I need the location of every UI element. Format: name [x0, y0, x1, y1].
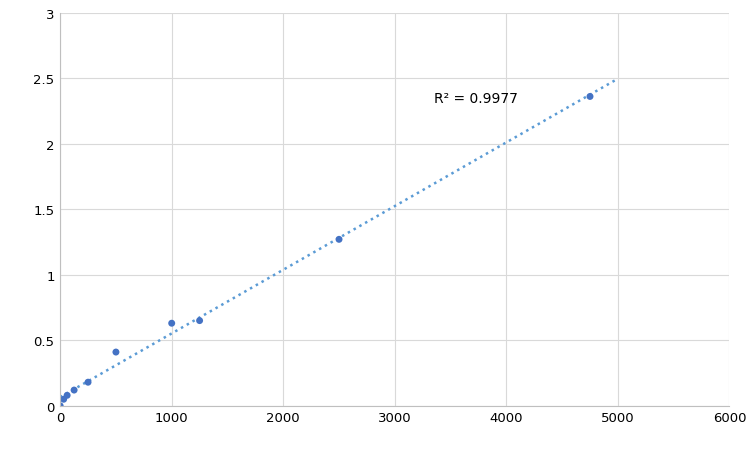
Point: [165, 320, 177, 327]
Point: [82, 379, 94, 386]
Point: [54, 402, 66, 410]
Point: [61, 392, 73, 399]
Point: [584, 94, 596, 101]
Point: [110, 349, 122, 356]
Point: [333, 236, 345, 244]
Text: R² = 0.9977: R² = 0.9977: [434, 92, 517, 106]
Point: [68, 387, 80, 394]
Point: [58, 396, 70, 403]
Point: [193, 318, 205, 325]
